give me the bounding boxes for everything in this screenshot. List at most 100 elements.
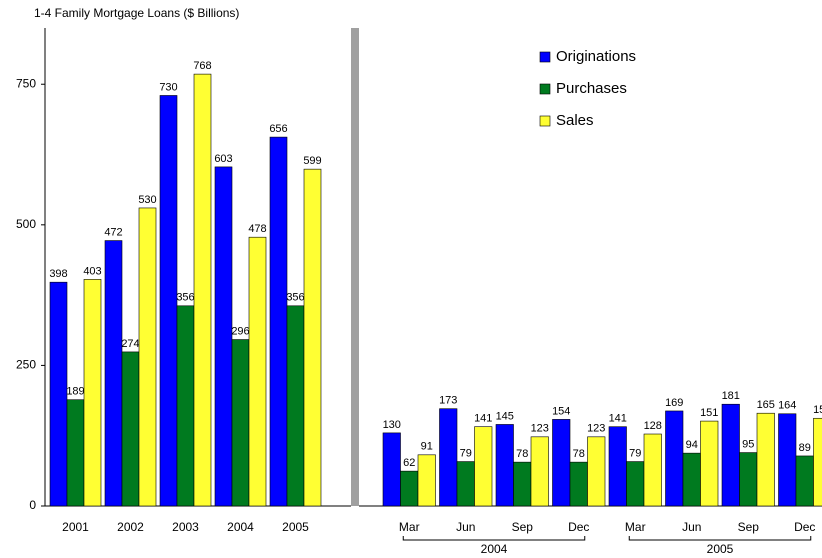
group-label: 2005 [707,542,734,556]
value-label: 154 [552,405,570,417]
bar [569,461,588,507]
x-tick-label: 2003 [172,520,199,534]
value-label: 603 [214,153,232,165]
bar [176,305,195,507]
y-tick-label: 750 [16,76,36,90]
value-label: 141 [474,413,492,425]
y-tick-label: 500 [16,217,36,231]
bar [474,426,493,507]
bar [269,136,288,507]
legend-label: Purchases [556,80,627,97]
bar [400,470,419,507]
x-tick-label: Sep [512,520,534,534]
value-label: 145 [496,410,514,422]
value-label: 91 [421,441,433,453]
x-tick-label: Jun [456,520,475,534]
value-label: 768 [193,60,211,72]
bar [739,452,758,507]
x-tick-label: Dec [794,520,815,534]
value-label: 151 [700,407,718,419]
x-tick-label: Sep [738,520,760,534]
group-bracket [628,536,812,541]
bar [286,305,305,507]
value-label: 296 [231,325,249,337]
value-label: 130 [383,419,401,431]
value-label: 730 [159,81,177,93]
value-label: 156 [813,404,822,416]
value-label: 95 [742,438,754,450]
bar [66,399,85,507]
y-tick-label: 0 [29,498,36,512]
value-label: 78 [516,448,528,460]
value-label: 79 [460,447,472,459]
bar [756,412,775,507]
value-label: 164 [778,400,796,412]
x-tick-label: 2005 [282,520,309,534]
bar [303,168,322,507]
value-label: 274 [121,338,139,350]
value-label: 169 [665,397,683,409]
bar [665,410,684,507]
bar [138,207,157,507]
value-label: 656 [269,123,287,135]
bar [417,454,436,507]
chart-title: 1-4 Family Mortgage Loans ($ Billions) [34,6,239,20]
value-label: 530 [138,194,156,206]
legend-label: Sales [556,112,594,129]
bar [159,95,178,507]
value-label: 123 [531,423,549,435]
value-label: 398 [49,268,67,280]
value-label: 356 [176,292,194,304]
value-label: 89 [799,442,811,454]
bar [382,432,401,507]
bar [439,408,458,507]
value-label: 79 [629,447,641,459]
bar [49,281,68,507]
x-tick-label: Mar [399,520,420,534]
legend-swatch [539,115,551,127]
bar [795,455,814,507]
value-label: 62 [403,457,415,469]
y-tick-label: 250 [16,358,36,372]
value-label: 403 [83,265,101,277]
bar [214,166,233,507]
bar [83,279,102,507]
panel-divider [351,28,359,506]
bar [248,236,267,507]
value-label: 128 [644,420,662,432]
group-bracket [402,536,586,541]
bar [456,461,475,507]
bar [608,426,627,507]
x-tick-label: 2002 [117,520,144,534]
bar [643,433,662,507]
bar [700,420,719,507]
bar [530,436,549,507]
value-label: 599 [303,155,321,167]
value-label: 141 [609,413,627,425]
value-label: 181 [722,390,740,402]
legend-label: Originations [556,48,636,65]
bar [552,419,571,507]
value-label: 173 [439,395,457,407]
bar [813,417,822,507]
value-label: 189 [66,386,84,398]
value-label: 472 [104,226,122,238]
bar [104,240,123,507]
bar [626,461,645,507]
bar [121,351,140,507]
legend-swatch [539,83,551,95]
x-tick-label: Dec [568,520,589,534]
bar [682,452,701,507]
x-tick-label: Jun [682,520,701,534]
value-label: 78 [573,448,585,460]
bar [495,424,514,507]
group-label: 2004 [481,542,508,556]
bar [778,413,797,507]
value-label: 356 [286,292,304,304]
x-tick-label: Mar [625,520,646,534]
value-label: 478 [248,223,266,235]
bar [193,73,212,507]
value-label: 94 [686,439,698,451]
